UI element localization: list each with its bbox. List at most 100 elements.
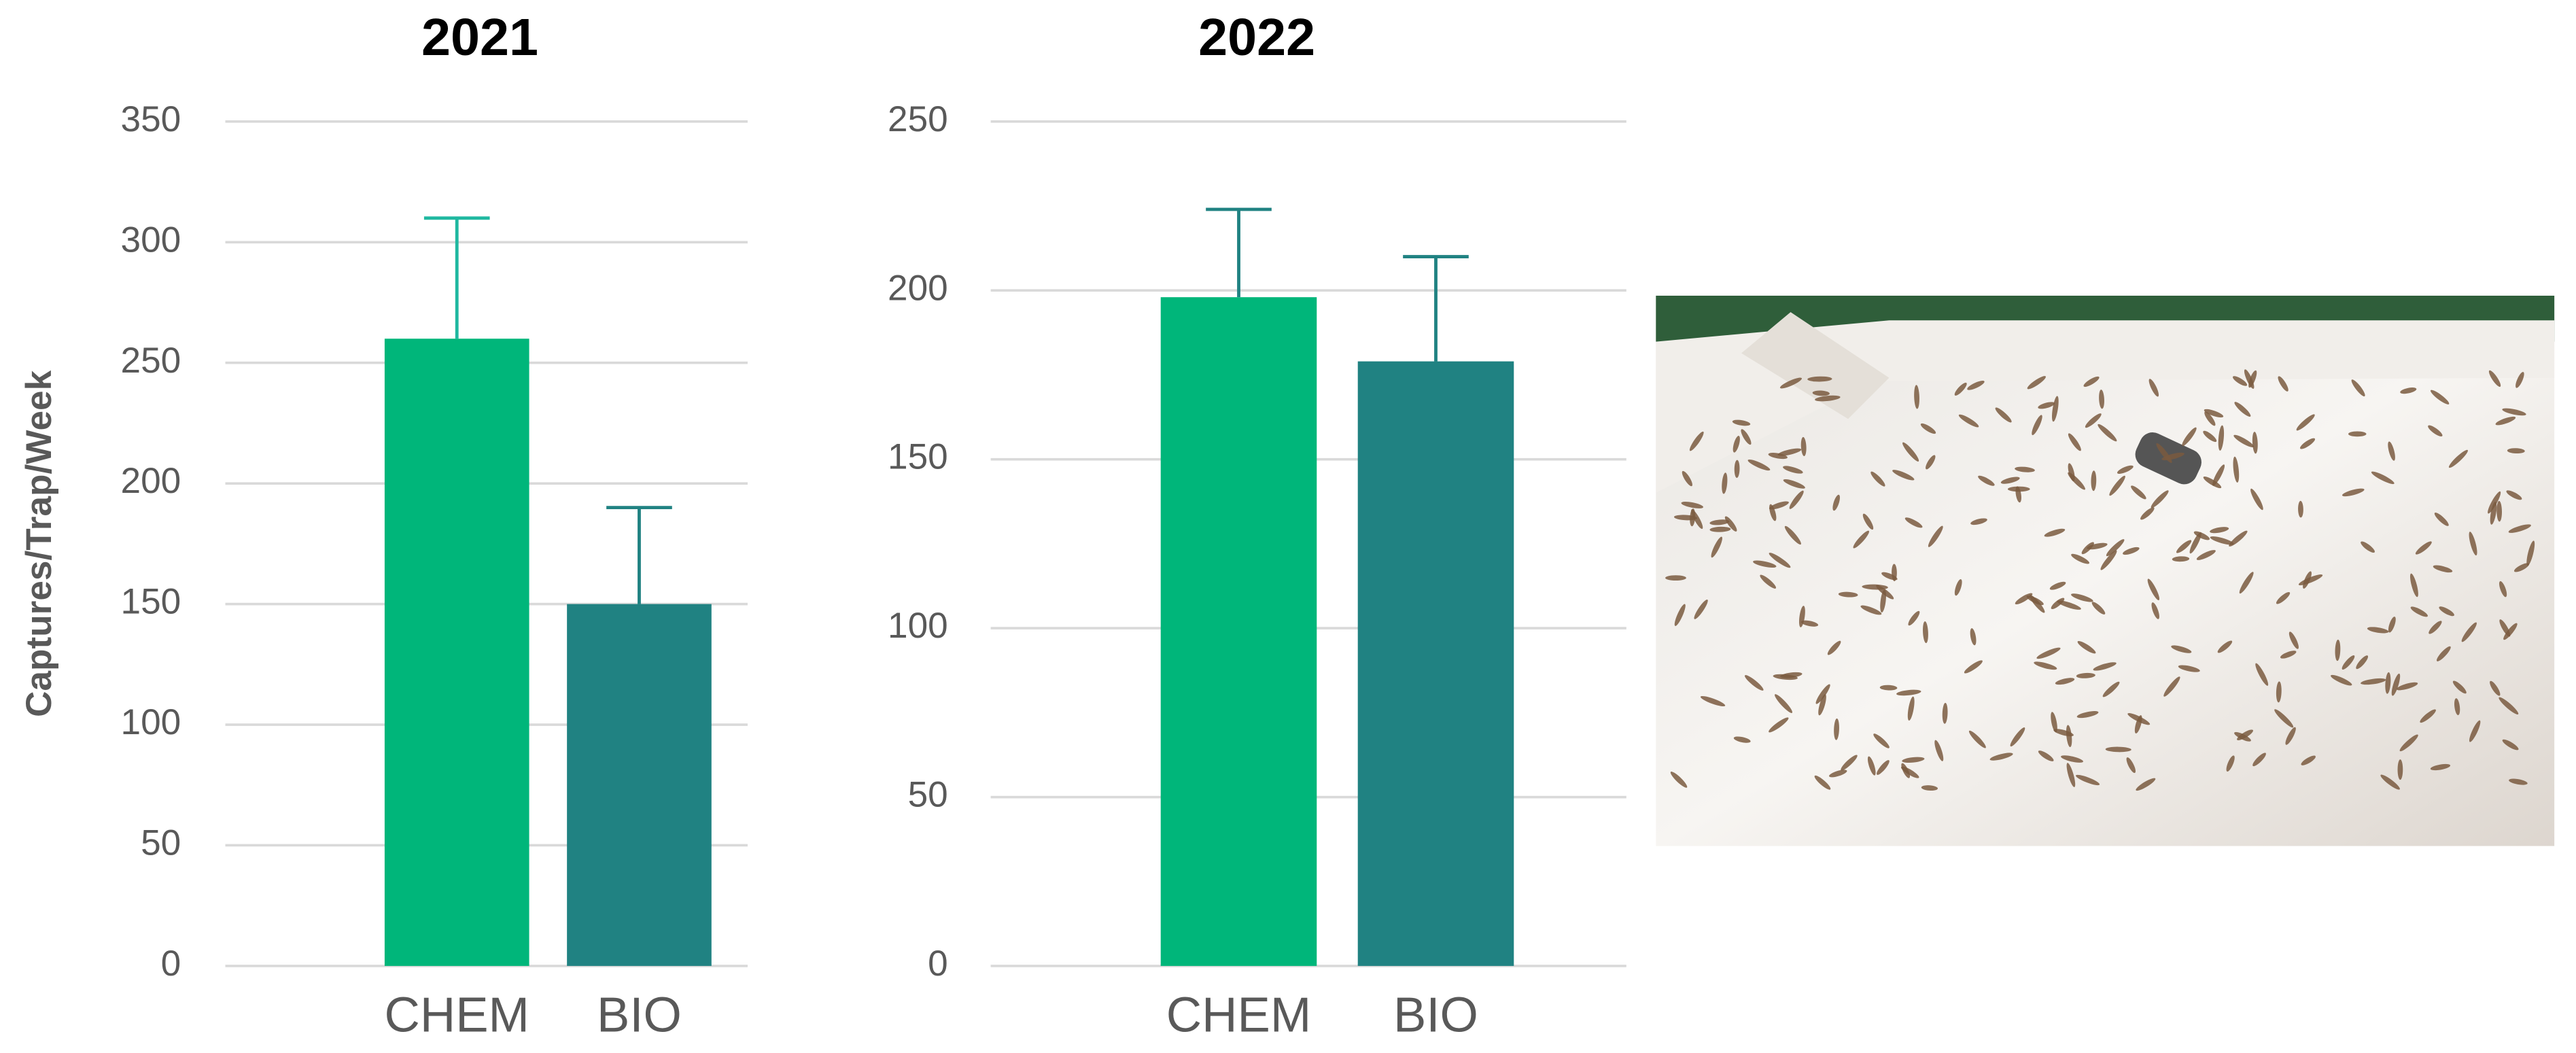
insect (2397, 759, 2403, 780)
insect (1775, 694, 1793, 713)
insect (1670, 772, 1688, 788)
insect (1908, 610, 1920, 626)
insect (1921, 785, 1938, 791)
insect (2420, 709, 2436, 723)
insect (1926, 455, 1936, 470)
insect (2436, 646, 2451, 661)
insect (2244, 369, 2255, 389)
insect (1832, 494, 1840, 511)
insect (1753, 560, 1777, 568)
insect (2057, 600, 2081, 610)
insects (1665, 369, 2535, 791)
insect (2226, 755, 2235, 772)
insect (2298, 500, 2303, 518)
insect (2507, 448, 2525, 454)
insect (2335, 639, 2341, 661)
insect (1892, 470, 1915, 481)
insect (1995, 407, 2012, 423)
insect (2380, 774, 2400, 790)
y-tick-label: 150 (121, 582, 181, 622)
insect (1779, 377, 1803, 389)
insect (2250, 488, 2263, 511)
insect (1769, 501, 1789, 510)
insect (2091, 470, 2097, 491)
insect (1838, 591, 1858, 598)
insect (1853, 530, 1870, 549)
insect (2053, 729, 2074, 737)
insect (2071, 553, 2090, 564)
insect (2367, 627, 2389, 634)
insect (1733, 436, 1740, 453)
y-tick-label: 350 (121, 99, 181, 139)
insect (2105, 746, 2131, 753)
insect (2038, 750, 2054, 761)
insect (2148, 379, 2159, 397)
insect (2233, 434, 2255, 448)
insect (2210, 527, 2229, 534)
chart: 2021 Captures/Trap/Week 0 50 100 150 200 250 300… (19, 8, 748, 1042)
y-tick-label: 0 (161, 944, 181, 984)
insect (2163, 676, 2180, 697)
insect (2036, 647, 2061, 659)
insect (1709, 519, 1730, 525)
insect (2136, 778, 2156, 791)
bar (384, 339, 529, 966)
insect (2428, 425, 2443, 437)
insect (2361, 541, 2375, 553)
insect (1958, 414, 1979, 428)
insect (2109, 475, 2125, 496)
insect (2399, 734, 2418, 752)
insect (2044, 528, 2066, 537)
insect (2098, 424, 2117, 442)
insect (1665, 575, 1686, 581)
insect (1879, 685, 1898, 691)
insect (2433, 565, 2453, 573)
insect (2032, 415, 2042, 436)
insect (2147, 579, 2160, 601)
chart-title: 2022 (1198, 8, 1315, 67)
insect (1928, 525, 1943, 547)
insect (2068, 463, 2075, 482)
insect (2506, 490, 2522, 500)
insect (2106, 539, 2125, 557)
insect (2161, 452, 2185, 461)
insect (2233, 456, 2240, 483)
insect (2526, 540, 2535, 566)
insect (2066, 763, 2076, 787)
insect (2490, 680, 2501, 696)
insect (2239, 572, 2254, 594)
y-tick-label: 200 (121, 461, 181, 501)
insect (2100, 550, 2117, 570)
insect (1722, 472, 1728, 494)
insect (2203, 430, 2217, 443)
insect (1783, 466, 1803, 474)
insect (2252, 753, 2266, 767)
insect (2071, 593, 2093, 602)
insect (2123, 547, 2140, 555)
insect (2131, 485, 2146, 500)
insect (1880, 589, 1886, 613)
insect (2434, 513, 2449, 526)
insect (1769, 717, 1789, 733)
insect (2288, 632, 2299, 649)
insect (2189, 532, 2201, 554)
insect (1733, 736, 1751, 743)
insect (1862, 513, 1874, 530)
insect (1827, 640, 1841, 655)
insect (2285, 727, 2296, 745)
insect (2204, 409, 2224, 418)
y-tick-label: 150 (888, 437, 948, 477)
y-tick-label: 250 (888, 99, 948, 139)
insect (2234, 402, 2251, 417)
insect (1829, 770, 1847, 778)
insect (2274, 709, 2294, 728)
insect (1902, 442, 1919, 462)
insect (2049, 581, 2066, 590)
insect (2502, 739, 2519, 750)
y-tick-label: 300 (121, 220, 181, 260)
insect (2000, 477, 2020, 484)
insect (1978, 475, 1995, 486)
chart-title: 2021 (421, 8, 538, 67)
insect (2117, 465, 2134, 474)
insect (1907, 696, 1915, 721)
